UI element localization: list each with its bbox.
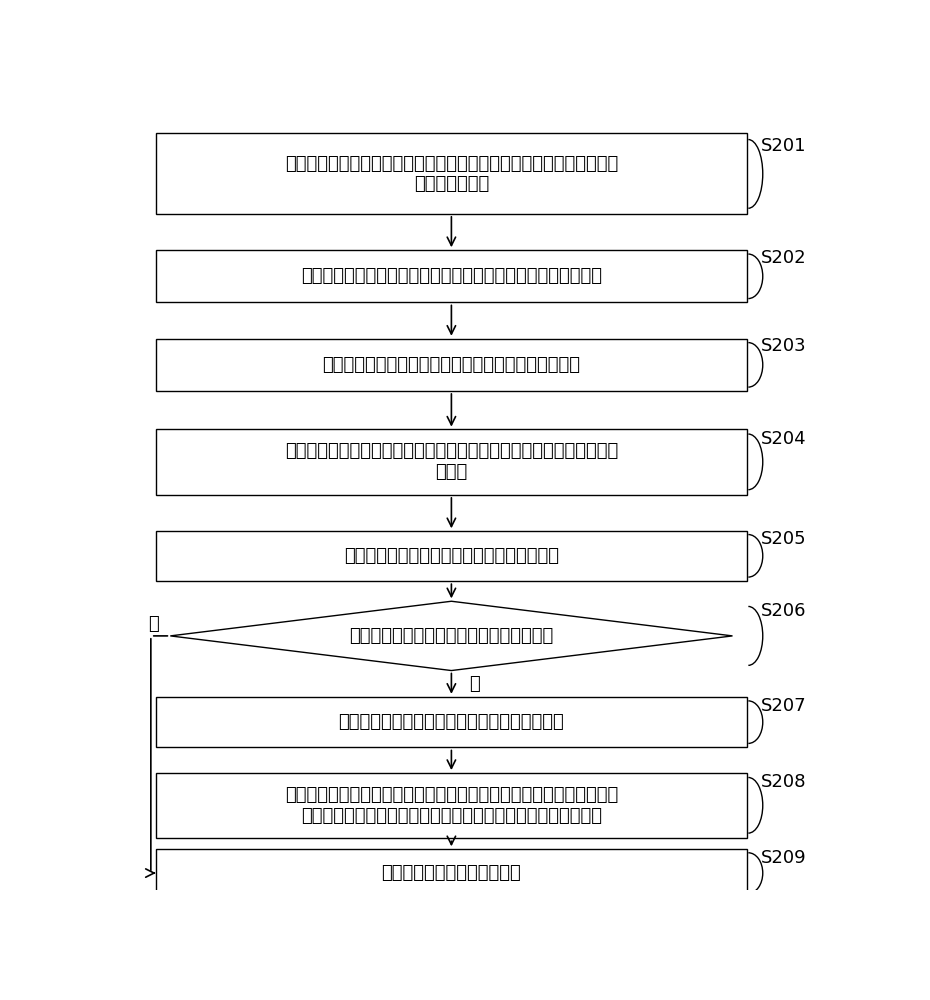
Text: 是: 是 xyxy=(470,675,480,693)
Text: 根据该业务信道分配消息，终端获取该基站计划分配的业务信道: 根据该业务信道分配消息，终端获取该基站计划分配的业务信道 xyxy=(301,267,602,285)
Text: 终端确定该通信频率与该工作频段间会产生干扰: 终端确定该通信频率与该工作频段间会产生干扰 xyxy=(339,713,565,731)
FancyBboxPatch shape xyxy=(156,849,747,897)
FancyBboxPatch shape xyxy=(156,133,747,214)
Text: 根据该业务信道，终端确定该基站计划分配的通信频率: 根据该业务信道，终端确定该基站计划分配的通信频率 xyxy=(323,356,580,374)
Polygon shape xyxy=(170,601,733,671)
Text: S206: S206 xyxy=(762,602,807,620)
Text: S203: S203 xyxy=(762,337,807,355)
FancyBboxPatch shape xyxy=(156,339,747,391)
Text: 终端停止对从该基站处接收到的业务信道分配消息进行响应，以停止采
用使用该通信频率进行通信，并获取该基站重新分配的通信频率: 终端停止对从该基站处接收到的业务信道分配消息进行响应，以停止采 用使用该通信频率… xyxy=(285,786,618,825)
Text: 当检测到终端与基站进行通信交互时，终端获取从该基站处接收到的业
务信道分配消息: 当检测到终端与基站进行通信交互时，终端获取从该基站处接收到的业 务信道分配消息 xyxy=(285,154,618,193)
Text: S205: S205 xyxy=(762,530,807,548)
Text: 终端计算该通信频率与该工作频段的频率间隔: 终端计算该通信频率与该工作频段的频率间隔 xyxy=(344,547,559,565)
FancyBboxPatch shape xyxy=(156,697,747,747)
Text: 终端获取一个或多个工作器件的工作频率，并根据所述工作频率生成工
作频段: 终端获取一个或多个工作器件的工作频率，并根据所述工作频率生成工 作频段 xyxy=(285,442,618,481)
FancyBboxPatch shape xyxy=(156,429,747,495)
Text: S207: S207 xyxy=(762,697,807,715)
Text: S202: S202 xyxy=(762,249,807,267)
Text: 终端使用该通信频率进行通信: 终端使用该通信频率进行通信 xyxy=(381,864,522,882)
Text: S201: S201 xyxy=(762,137,807,155)
Text: 终端判断该频率间隔是否小于预设间隔阈值: 终端判断该频率间隔是否小于预设间隔阈值 xyxy=(350,627,553,645)
Text: S209: S209 xyxy=(762,849,807,867)
FancyBboxPatch shape xyxy=(156,250,747,302)
FancyBboxPatch shape xyxy=(156,531,747,581)
Text: S208: S208 xyxy=(762,773,807,791)
FancyBboxPatch shape xyxy=(156,773,747,838)
Text: S204: S204 xyxy=(762,430,807,448)
Text: 否: 否 xyxy=(149,615,159,633)
